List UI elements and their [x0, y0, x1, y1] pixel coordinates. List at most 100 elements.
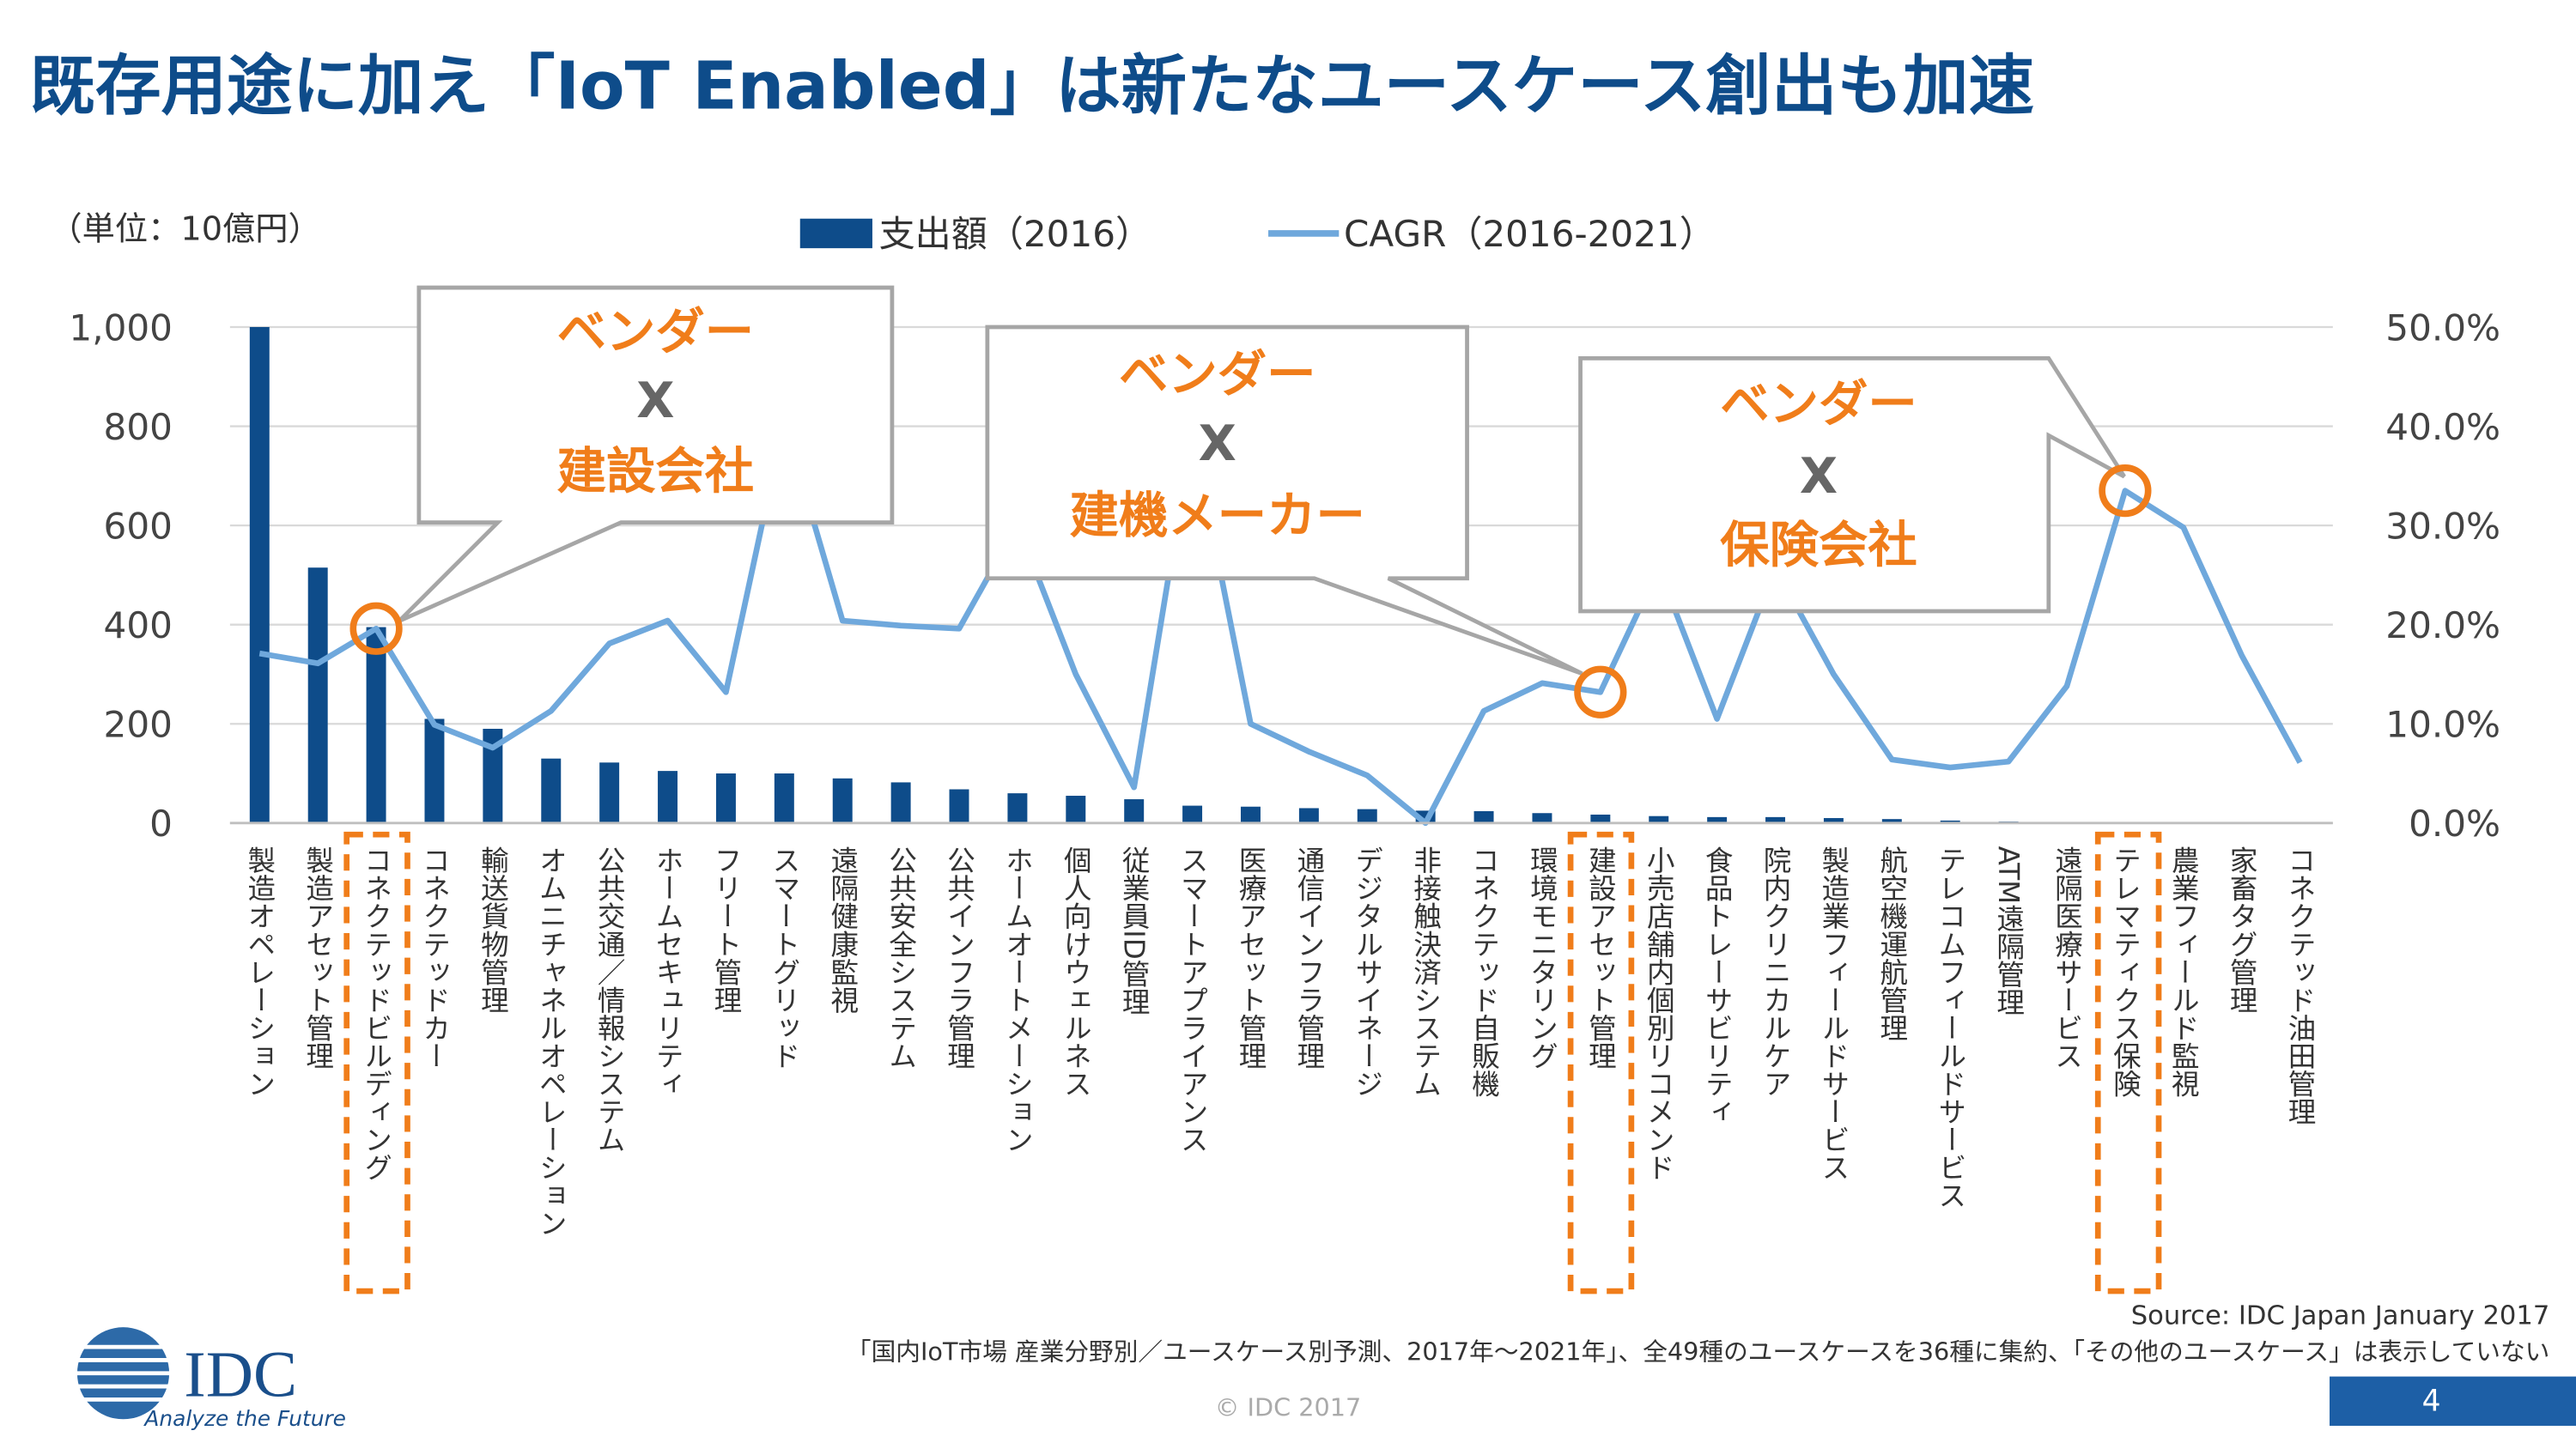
y2-tick-label: 10.0% — [2385, 704, 2500, 746]
bar — [1590, 814, 1611, 823]
x-tick-label: コネクテッドカー — [418, 846, 451, 1070]
callout-text: 保険会社 — [1720, 517, 1917, 574]
x-tick-label: 建設アセット管理 — [1584, 846, 1617, 1070]
bar — [715, 773, 736, 823]
legend-label: 支出額（2016） — [879, 213, 1151, 255]
bar — [424, 718, 445, 823]
y-tick-label: 800 — [104, 406, 173, 448]
x-tick-label: 食品トレーサビリティ — [1701, 846, 1734, 1125]
x-tick-label: テレコムフィールドサービス — [1934, 846, 1966, 1210]
bar — [1241, 806, 1261, 823]
x-tick-label: 院内クリニカルケア — [1759, 846, 1792, 1097]
bar — [1124, 799, 1145, 823]
x-tick-label: フリート管理 — [709, 846, 742, 1014]
highlight-frame — [2094, 831, 2162, 1294]
x-tick-label: 輸送貨物管理 — [477, 846, 509, 1014]
bar — [1823, 818, 1844, 823]
x-tick-label: ホームオートメーション — [1001, 846, 1034, 1154]
callout-box — [398, 285, 895, 623]
bar — [483, 729, 503, 823]
y-tick-label: 1,000 — [69, 306, 172, 349]
y2-tick-label: 40.0% — [2385, 406, 2500, 448]
bar — [366, 627, 386, 823]
bar — [1707, 816, 1728, 823]
highlight-circle — [2099, 464, 2152, 518]
callout-text: X — [1199, 415, 1236, 472]
bar — [1881, 819, 1902, 823]
legend-label: CAGR（2016-2021） — [1344, 213, 1716, 255]
cagr-line — [258, 418, 2303, 827]
source: Source: IDC Japan January 2017 — [2131, 1300, 2550, 1331]
y2-tick-label: 20.0% — [2385, 604, 2500, 646]
x-tick-label: 遠隔医療サービス — [2050, 846, 2083, 1070]
bar — [1298, 808, 1319, 823]
x-tick-label: 非接触決済システム — [1409, 846, 1442, 1098]
callout-text: X — [1800, 447, 1838, 505]
x-tick-label: 航空機運航管理 — [1875, 846, 1908, 1041]
x-tick-label: 通信インフラ管理 — [1292, 846, 1325, 1070]
bar — [599, 762, 620, 823]
tagline: Analyze the Future — [143, 1406, 346, 1431]
highlight-frame — [343, 831, 410, 1294]
callout-text: ベンダー — [1119, 346, 1315, 403]
logo-globe — [74, 1327, 173, 1420]
bar — [832, 778, 853, 823]
bar — [1649, 815, 1669, 823]
x-tick-label: ホームセキュリティ — [652, 846, 684, 1098]
y2-tick-label: 30.0% — [2385, 505, 2500, 547]
callout-text: ベンダー — [557, 303, 755, 361]
y-tick-label: 200 — [104, 704, 173, 746]
bar — [1066, 796, 1086, 823]
x-tick-label: コネクテッド自販機 — [1467, 846, 1500, 1098]
x-tick-label: テレマティクス保険 — [2109, 846, 2142, 1098]
callout-text: ベンダー — [1720, 375, 1917, 433]
page-box — [2330, 1376, 2576, 1426]
note: 「国内IoT市場 産業分野別／ユースケース別予測、2017年～2021年」、全4… — [847, 1337, 2549, 1366]
x-tick-label: 医療アセット管理 — [1234, 846, 1267, 1070]
x-tick-label: 個人向けウェルネス — [1060, 846, 1092, 1098]
x-tick-label: スマートグリッド — [768, 846, 800, 1070]
x-tick-label: 従業員ID管理 — [1118, 846, 1151, 1016]
x-tick-label: コネクテッドビルディング — [360, 846, 392, 1181]
x-tick-label: 環境モニタリング — [1526, 846, 1558, 1070]
bar — [1532, 813, 1552, 823]
bar — [1765, 816, 1786, 823]
y-tick-label: 600 — [104, 505, 173, 547]
x-tick-label: 公共インフラ管理 — [943, 846, 975, 1070]
highlight-frames — [343, 831, 2162, 1294]
highlight-circle — [349, 602, 403, 655]
bar — [1473, 810, 1494, 823]
callout-text: 建機メーカー — [1070, 487, 1365, 544]
x-tick-label: 農業フィールド監視 — [2167, 846, 2200, 1097]
bar — [658, 771, 678, 823]
callout-box — [985, 324, 1583, 676]
slide-title: 既存用途に加え「IoT Enabled」は新たなユースケース創出も加速 — [29, 49, 2034, 125]
bar — [1007, 793, 1028, 823]
y-tick-label: 400 — [104, 604, 173, 646]
bar — [774, 773, 794, 823]
y2-tick-label: 0.0% — [2409, 803, 2500, 845]
bar — [541, 758, 562, 823]
bar — [307, 567, 328, 823]
x-tick-label: オムニチャネルオペレーション — [535, 846, 568, 1237]
legend-swatch — [799, 218, 872, 249]
callouts — [398, 285, 2126, 676]
x-tick-label: 公共安全システム — [884, 846, 917, 1070]
bar — [1940, 820, 1960, 823]
callout-text: X — [636, 372, 674, 429]
unit-label: （単位：10億円） — [49, 210, 320, 249]
bar — [949, 789, 969, 823]
bar — [249, 326, 270, 823]
x-tick-label: 家畜タグ管理 — [2226, 846, 2258, 1014]
callout-box — [1578, 355, 2126, 614]
y2-tick-label: 50.0% — [2385, 306, 2500, 349]
x-tick-label: コネクテッド油田管理 — [2284, 846, 2317, 1125]
bar — [1357, 809, 1377, 823]
logo: IDC — [184, 1338, 297, 1411]
x-tick-label: 製造オペレーション — [243, 846, 276, 1097]
x-tick-label: デジタルサイネージ — [1351, 846, 1383, 1097]
y-tick-label: 0 — [149, 803, 173, 845]
bar — [1182, 805, 1203, 823]
